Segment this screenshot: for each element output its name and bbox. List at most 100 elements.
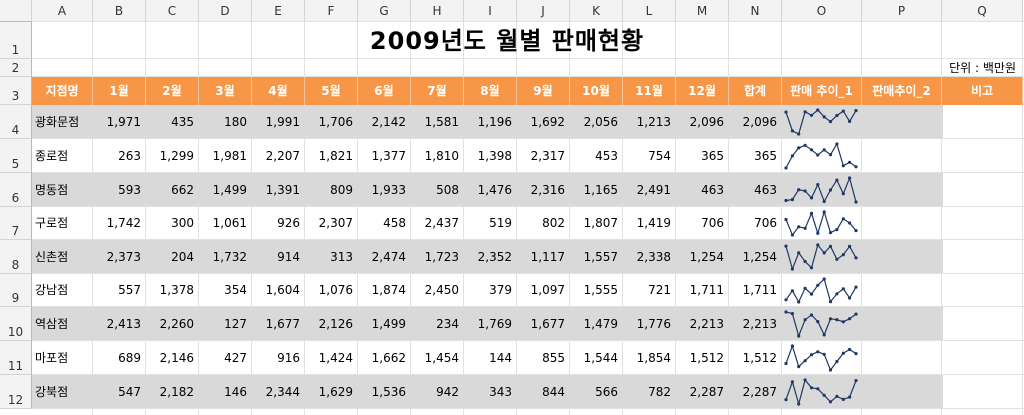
header-cell-1[interactable]: 1월 xyxy=(93,77,146,105)
month-value-cell[interactable]: 1,692 xyxy=(530,115,565,129)
header-cell-6[interactable]: 6월 xyxy=(358,77,411,105)
month-value-cell[interactable]: 1,604 xyxy=(265,283,300,297)
month-value-cell[interactable]: 1,476 xyxy=(477,183,512,197)
trend2-cell[interactable] xyxy=(862,139,942,173)
sheet-title[interactable]: 2009년도 월별 판매현황 xyxy=(369,27,645,55)
unit-label[interactable]: 단위 : 백만원 xyxy=(949,61,1016,75)
sparkline-chart[interactable] xyxy=(784,176,858,204)
month-value-cell[interactable]: 1,479 xyxy=(583,317,618,331)
month-value-cell[interactable]: 1,991 xyxy=(265,115,300,129)
month-value-cell[interactable]: 313 xyxy=(330,250,353,264)
month-value-cell[interactable]: 1,419 xyxy=(636,216,671,230)
sparkline-chart[interactable] xyxy=(784,108,858,136)
month-value-cell[interactable]: 1,196 xyxy=(477,115,512,129)
trend2-cell[interactable] xyxy=(862,341,942,375)
month-value-cell[interactable]: 234 xyxy=(436,317,459,331)
month-value-cell[interactable]: 1,454 xyxy=(424,351,459,365)
column-header-q[interactable]: Q xyxy=(942,0,1023,22)
month-value-cell[interactable]: 914 xyxy=(277,250,300,264)
month-value-cell[interactable]: 754 xyxy=(648,149,671,163)
sparkline-chart[interactable] xyxy=(784,243,858,271)
month-value-cell[interactable]: 1,807 xyxy=(583,216,618,230)
month-value-cell[interactable]: 2,056 xyxy=(583,115,618,129)
row-header-1[interactable]: 1 xyxy=(0,22,32,59)
month-value-cell[interactable]: 300 xyxy=(171,216,194,230)
month-value-cell[interactable]: 2,491 xyxy=(636,183,671,197)
trend2-cell[interactable] xyxy=(862,173,942,207)
header-cell-4[interactable]: 4월 xyxy=(252,77,305,105)
month-value-cell[interactable]: 2,287 xyxy=(689,385,724,399)
month-value-cell[interactable]: 1,769 xyxy=(477,317,512,331)
branch-name-cell[interactable]: 신촌점 xyxy=(35,250,69,264)
total-cell[interactable]: 365 xyxy=(754,149,777,163)
header-cell-15[interactable]: 판매추이_2 xyxy=(862,77,942,105)
row-header-4[interactable]: 4 xyxy=(0,105,32,139)
month-value-cell[interactable]: 706 xyxy=(701,216,724,230)
remarks-cell[interactable] xyxy=(942,105,1023,139)
month-value-cell[interactable]: 1,971 xyxy=(106,115,141,129)
month-value-cell[interactable]: 566 xyxy=(595,385,618,399)
month-value-cell[interactable]: 1,117 xyxy=(530,250,565,264)
month-value-cell[interactable]: 519 xyxy=(489,216,512,230)
month-value-cell[interactable]: 1,732 xyxy=(212,250,247,264)
month-value-cell[interactable]: 2,437 xyxy=(424,216,459,230)
month-value-cell[interactable]: 1,581 xyxy=(424,115,459,129)
remarks-cell[interactable] xyxy=(942,307,1023,341)
column-header-o[interactable]: O xyxy=(782,0,862,22)
month-value-cell[interactable]: 1,097 xyxy=(530,283,565,297)
total-cell[interactable]: 2,096 xyxy=(742,115,777,129)
month-value-cell[interactable]: 2,213 xyxy=(689,317,724,331)
trend2-cell[interactable] xyxy=(862,105,942,139)
month-value-cell[interactable]: 458 xyxy=(383,216,406,230)
row-header-10[interactable]: 10 xyxy=(0,307,32,341)
branch-name-cell[interactable]: 역삼점 xyxy=(35,317,69,331)
header-cell-9[interactable]: 9월 xyxy=(517,77,570,105)
month-value-cell[interactable]: 1,378 xyxy=(159,283,194,297)
remarks-cell[interactable] xyxy=(942,375,1023,409)
month-value-cell[interactable]: 2,126 xyxy=(318,317,353,331)
month-value-cell[interactable]: 1,742 xyxy=(106,216,141,230)
month-value-cell[interactable]: 2,307 xyxy=(318,216,353,230)
month-value-cell[interactable]: 1,629 xyxy=(318,385,353,399)
month-value-cell[interactable]: 1,424 xyxy=(318,351,353,365)
month-value-cell[interactable]: 1,536 xyxy=(371,385,406,399)
month-value-cell[interactable]: 2,338 xyxy=(636,250,671,264)
total-cell[interactable]: 1,711 xyxy=(742,283,777,297)
column-header-p[interactable]: P xyxy=(862,0,942,22)
total-cell[interactable]: 463 xyxy=(754,183,777,197)
month-value-cell[interactable]: 547 xyxy=(118,385,141,399)
branch-name-cell[interactable]: 구로점 xyxy=(35,216,69,230)
header-cell-14[interactable]: 판매 추이_1 xyxy=(782,77,862,105)
branch-name-cell[interactable]: 강남점 xyxy=(35,283,69,297)
month-value-cell[interactable]: 180 xyxy=(224,115,247,129)
month-value-cell[interactable]: 689 xyxy=(118,351,141,365)
branch-name-cell[interactable]: 종로점 xyxy=(35,149,69,163)
column-header-e[interactable]: E xyxy=(252,0,305,22)
month-value-cell[interactable]: 1,165 xyxy=(583,183,618,197)
month-value-cell[interactable]: 2,450 xyxy=(424,283,459,297)
month-value-cell[interactable]: 2,413 xyxy=(106,317,141,331)
month-value-cell[interactable]: 926 xyxy=(277,216,300,230)
row-header-8[interactable]: 8 xyxy=(0,240,32,274)
row-header-2[interactable]: 2 xyxy=(0,59,32,77)
remarks-cell[interactable] xyxy=(942,207,1023,240)
month-value-cell[interactable]: 1,391 xyxy=(265,183,300,197)
month-value-cell[interactable]: 2,474 xyxy=(371,250,406,264)
column-header-l[interactable]: L xyxy=(623,0,676,22)
month-value-cell[interactable]: 354 xyxy=(224,283,247,297)
month-value-cell[interactable]: 916 xyxy=(277,351,300,365)
select-all-corner[interactable] xyxy=(0,0,32,22)
month-value-cell[interactable]: 1,254 xyxy=(689,250,724,264)
month-value-cell[interactable]: 2,207 xyxy=(265,149,300,163)
month-value-cell[interactable]: 782 xyxy=(648,385,671,399)
row-header-9[interactable]: 9 xyxy=(0,274,32,307)
month-value-cell[interactable]: 1,711 xyxy=(689,283,724,297)
month-value-cell[interactable]: 1,677 xyxy=(530,317,565,331)
row-header-12[interactable]: 12 xyxy=(0,375,32,409)
remarks-cell[interactable] xyxy=(942,173,1023,207)
total-cell[interactable]: 1,512 xyxy=(742,351,777,365)
column-header-c[interactable]: C xyxy=(146,0,199,22)
month-value-cell[interactable]: 662 xyxy=(171,183,194,197)
trend2-cell[interactable] xyxy=(862,375,942,409)
month-value-cell[interactable]: 1,398 xyxy=(477,149,512,163)
